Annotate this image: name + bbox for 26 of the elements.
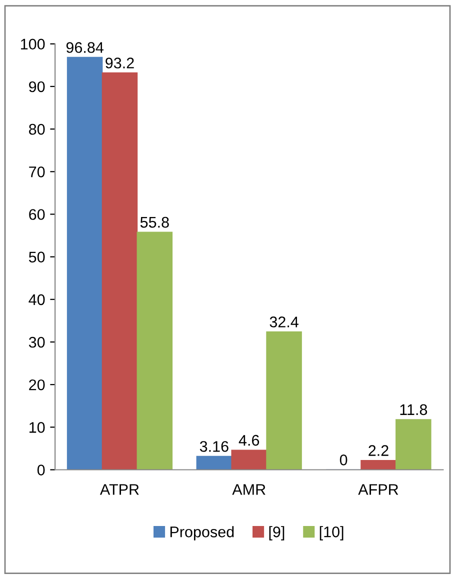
data-label: 55.8 [140,216,169,228]
legend-label: Proposed [170,526,234,540]
y-tick-label: 0 [37,464,45,476]
data-label: 93.2 [106,58,134,68]
data-label: 32.4 [270,316,298,328]
y-tick-label: 40 [28,294,45,306]
legend-label: [10] [320,526,344,540]
data-label: 3.16 [200,441,228,452]
legend-label: [9] [269,526,284,540]
y-tick-label: 90 [29,81,45,92]
data-label: 0 [340,454,348,466]
data-label: 2.2 [368,445,388,456]
data-label: 11.8 [400,404,428,416]
y-tick-label: 80 [29,124,45,135]
y-tick-label: 20 [29,379,45,390]
y-tick-label: 50 [28,252,45,262]
data-label: 96.84 [66,42,104,53]
y-tick-label: 10 [30,422,45,433]
y-tick-label: 100 [21,38,45,50]
y-tick-label: 60 [29,209,45,220]
y-tick-label: 30 [28,336,45,348]
x-tick-label: AMR [232,484,266,495]
x-tick-label: AFPR [358,484,398,495]
x-tick-label: ATPR [100,484,139,495]
data-label: 4.6 [238,434,260,446]
y-tick-label: 70 [29,166,45,178]
